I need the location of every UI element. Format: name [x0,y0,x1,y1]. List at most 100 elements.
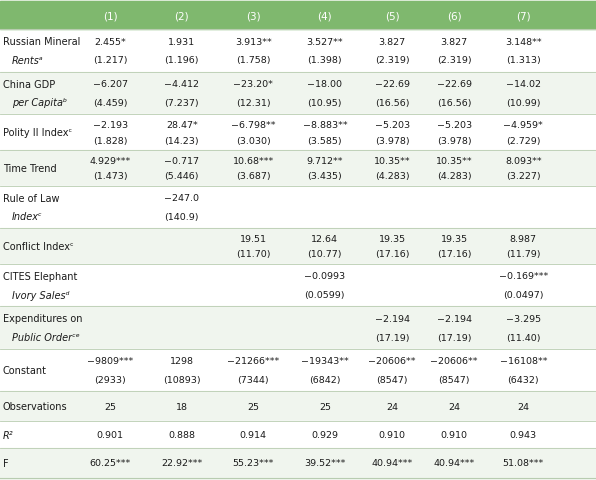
Bar [0,392,596,421]
Text: 8.093**: 8.093** [505,156,542,165]
Text: (6432): (6432) [507,375,539,384]
Text: (3.978): (3.978) [375,136,409,145]
Text: Public Orderᶜᵉ: Public Orderᶜᵉ [12,332,80,342]
Text: −16108**: −16108** [499,357,547,366]
Text: Constant: Constant [3,365,47,375]
Text: (2.729): (2.729) [506,136,541,145]
Text: −2.194: −2.194 [437,314,471,323]
Text: (10.95): (10.95) [308,99,342,108]
Text: −4.412: −4.412 [164,80,199,89]
Text: 0.943: 0.943 [510,430,537,439]
Bar [0,151,596,186]
Bar [0,72,596,115]
Text: 40.94***: 40.94*** [433,458,475,468]
Text: −247.0: −247.0 [164,194,199,203]
Text: −22.69: −22.69 [437,80,471,89]
Text: (7): (7) [516,12,530,21]
Text: (10.77): (10.77) [308,250,342,259]
Text: 19.35: 19.35 [440,234,468,243]
Text: (3.030): (3.030) [236,136,271,145]
Text: −22.69: −22.69 [375,80,409,89]
Text: 3.827: 3.827 [378,37,406,47]
Text: (3.687): (3.687) [236,172,271,181]
Bar [0,448,596,478]
Text: −19343**: −19343** [301,357,349,366]
Text: (1.398): (1.398) [308,56,342,65]
Bar [0,186,596,229]
Text: Polity II Indexᶜ: Polity II Indexᶜ [3,128,72,138]
Text: 3.527**: 3.527** [306,37,343,47]
Text: (3.435): (3.435) [308,172,342,181]
Text: (12.31): (12.31) [236,99,271,108]
Text: Expenditures on: Expenditures on [3,314,82,324]
Text: (2.319): (2.319) [437,56,471,65]
Text: −20606**: −20606** [368,357,416,366]
Text: −23.20*: −23.20* [234,80,273,89]
Text: Observations: Observations [3,401,67,411]
Text: −14.02: −14.02 [506,80,541,89]
Text: 1298: 1298 [170,357,194,366]
Text: (3.585): (3.585) [308,136,342,145]
Text: (17.16): (17.16) [437,250,471,259]
Text: −2.193: −2.193 [93,120,128,130]
Text: Ivory Salesᵈ: Ivory Salesᵈ [12,290,70,300]
Text: 0.901: 0.901 [97,430,124,439]
Text: (16.56): (16.56) [375,99,409,108]
Text: (2): (2) [175,12,189,21]
Text: −3.295: −3.295 [506,314,541,323]
Text: (4.459): (4.459) [93,99,128,108]
Text: (6842): (6842) [309,375,340,384]
Text: (1.473): (1.473) [93,172,128,181]
Text: 12.64: 12.64 [311,234,339,243]
Text: (1.313): (1.313) [506,56,541,65]
Bar [0,2,596,30]
Text: 0.910: 0.910 [440,430,468,439]
Text: −6.798**: −6.798** [231,120,275,130]
Text: (4): (4) [318,12,332,21]
Text: −8.883**: −8.883** [303,120,347,130]
Text: 25: 25 [319,402,331,411]
Text: 28.47*: 28.47* [166,120,198,130]
Text: Rentsᵃ: Rentsᵃ [12,56,44,66]
Text: (2933): (2933) [94,375,126,384]
Text: 1.931: 1.931 [168,37,195,47]
Text: 3.148**: 3.148** [505,37,542,47]
Text: 9.712**: 9.712** [306,156,343,165]
Text: (11.70): (11.70) [236,250,271,259]
Text: −5.203: −5.203 [375,120,409,130]
Text: CITES Elephant: CITES Elephant [3,271,77,281]
Text: 10.68***: 10.68*** [232,156,274,165]
Text: (17.19): (17.19) [375,333,409,342]
Text: (3.978): (3.978) [437,136,471,145]
Text: 40.94***: 40.94*** [371,458,413,468]
Text: −18.00: −18.00 [308,80,342,89]
Text: (1): (1) [103,12,117,21]
Text: (4.283): (4.283) [375,172,409,181]
Bar [0,264,596,307]
Text: 0.910: 0.910 [378,430,406,439]
Text: −0.0993: −0.0993 [304,272,346,281]
Text: 0.914: 0.914 [240,430,267,439]
Text: −0.717: −0.717 [164,156,199,165]
Bar [0,349,596,392]
Text: 10.35**: 10.35** [374,156,411,165]
Text: (10893): (10893) [163,375,201,384]
Text: (6): (6) [447,12,461,21]
Text: 24: 24 [448,402,460,411]
Text: 25: 25 [247,402,259,411]
Text: 19.51: 19.51 [240,234,267,243]
Text: (0.0599): (0.0599) [305,290,345,300]
Text: −20606**: −20606** [430,357,478,366]
Text: −5.203: −5.203 [437,120,471,130]
Text: −4.959*: −4.959* [504,120,543,130]
Text: −6.207: −6.207 [93,80,128,89]
Bar [0,307,596,349]
Text: China GDP: China GDP [3,80,55,90]
Text: (10.99): (10.99) [506,99,541,108]
Text: (7344): (7344) [237,375,269,384]
Text: 2.455*: 2.455* [94,37,126,47]
Bar [0,478,596,480]
Text: (1.196): (1.196) [164,56,199,65]
Text: (11.40): (11.40) [506,333,541,342]
Text: −2.194: −2.194 [375,314,409,323]
